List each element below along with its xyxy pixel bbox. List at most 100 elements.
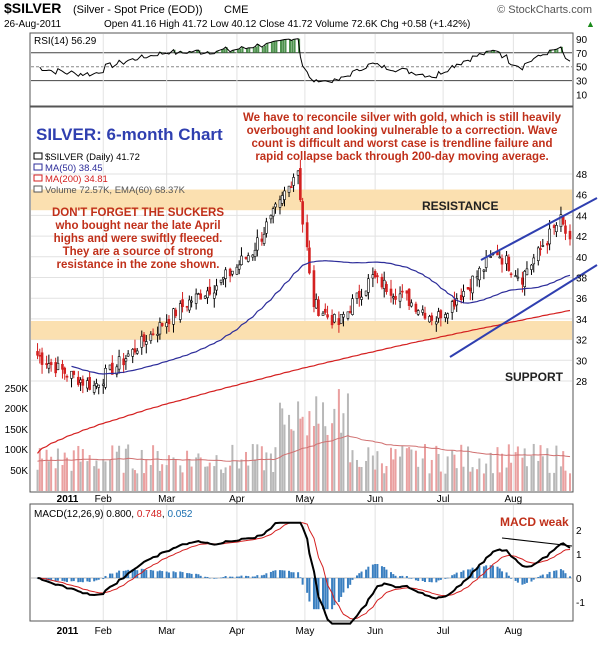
volume-bar bbox=[269, 453, 272, 491]
candle-body bbox=[222, 277, 225, 280]
candle-body bbox=[444, 314, 447, 318]
macd-histogram-bar bbox=[376, 564, 379, 578]
macd-histogram-bar bbox=[260, 575, 263, 578]
candle-body bbox=[172, 308, 175, 325]
candle-body bbox=[280, 195, 284, 204]
macd-histogram-bar bbox=[158, 570, 161, 578]
month-label: Feb bbox=[95, 494, 113, 505]
macd-histogram-bar bbox=[460, 571, 463, 578]
month-axis-bottom: 2011 Feb Mar Apr May Jun Jul Aug bbox=[57, 626, 523, 637]
candle-body bbox=[287, 185, 291, 193]
macd-histogram-bar bbox=[265, 573, 268, 578]
macd-histogram-bar bbox=[272, 570, 275, 578]
volume-bar bbox=[292, 430, 295, 491]
candle-body bbox=[478, 267, 481, 281]
macd-histogram-bar bbox=[417, 578, 420, 581]
volume-bar bbox=[539, 445, 542, 491]
candle-body bbox=[516, 276, 520, 279]
candle-body bbox=[351, 298, 354, 315]
candle-body bbox=[337, 318, 341, 326]
macd-histogram-bar bbox=[532, 578, 535, 580]
volume-bar bbox=[374, 469, 377, 491]
volume-bar bbox=[156, 451, 159, 491]
macd-histogram-bar bbox=[546, 574, 549, 578]
macd-histogram-bar bbox=[514, 578, 517, 581]
volume-bar bbox=[444, 473, 447, 491]
volume-bar bbox=[326, 434, 329, 491]
volume-bar bbox=[322, 402, 325, 491]
volume-bar bbox=[231, 444, 234, 491]
candle-body bbox=[81, 378, 85, 386]
macd-histogram-bar bbox=[229, 576, 232, 578]
macd-histogram-bar bbox=[523, 578, 526, 584]
volume-bar bbox=[97, 468, 100, 491]
candle-body bbox=[38, 354, 42, 357]
volume-bar bbox=[564, 470, 567, 491]
macd-histogram-bar bbox=[54, 578, 57, 582]
volume-bar bbox=[290, 429, 293, 491]
volume-bar bbox=[467, 446, 470, 491]
volume-bar bbox=[317, 423, 320, 491]
volume-bar bbox=[88, 455, 91, 491]
volume-bar bbox=[165, 465, 168, 491]
volume-bar bbox=[247, 465, 250, 491]
volume-bar bbox=[548, 472, 551, 491]
volume-bar bbox=[439, 471, 442, 491]
month-label: Aug bbox=[504, 494, 522, 505]
note-left-line: highs and were swiftly fleeced. bbox=[54, 233, 223, 245]
volume-bar bbox=[514, 452, 517, 491]
volume-bar bbox=[263, 470, 266, 491]
candle-body bbox=[346, 311, 350, 319]
volume-bar bbox=[195, 457, 198, 491]
volume-bar bbox=[47, 461, 50, 491]
month-label: Jul bbox=[437, 626, 450, 637]
macd-histogram-bar bbox=[408, 577, 411, 579]
candle-body bbox=[371, 274, 375, 279]
candle-body bbox=[391, 296, 395, 299]
volume-bar bbox=[301, 416, 304, 491]
candle-body bbox=[421, 309, 425, 313]
candle-body bbox=[212, 292, 216, 299]
candle-body bbox=[61, 364, 64, 370]
rsi-tick-label: 70 bbox=[576, 49, 588, 60]
candle-body bbox=[489, 256, 492, 258]
volume-bar bbox=[56, 448, 59, 491]
candle-body bbox=[135, 350, 139, 354]
volume-bar bbox=[385, 465, 388, 491]
candle-body bbox=[271, 208, 275, 217]
candle-body bbox=[514, 275, 517, 277]
candle-body bbox=[158, 322, 162, 335]
candle-body bbox=[65, 375, 69, 378]
volume-bar bbox=[507, 444, 510, 491]
macd-histogram-bar bbox=[315, 578, 318, 610]
volume-bar bbox=[324, 426, 327, 491]
macd-histogram-bar bbox=[569, 576, 571, 578]
volume-bar bbox=[235, 460, 238, 491]
price-tick-label: 44 bbox=[576, 211, 588, 222]
volume-bar bbox=[489, 452, 492, 491]
candle-body bbox=[321, 312, 325, 316]
macd-histogram-bar bbox=[555, 570, 558, 578]
volume-bar bbox=[523, 448, 526, 491]
candle-body bbox=[49, 362, 53, 366]
price-ticks: 48 46 44 42 40 38 36 34 32 30 28 bbox=[576, 170, 588, 388]
volume-bar bbox=[469, 471, 472, 491]
candle-body bbox=[382, 279, 386, 289]
macd-histogram-bar bbox=[145, 570, 148, 578]
rsi-line bbox=[39, 38, 571, 84]
volume-bar bbox=[417, 466, 420, 491]
price-tick-label: 46 bbox=[576, 191, 588, 202]
candle-body bbox=[523, 271, 526, 287]
candle-body bbox=[142, 334, 146, 342]
macd-histogram-bar bbox=[77, 578, 80, 583]
macd-histogram-bar bbox=[462, 570, 465, 578]
candle-body bbox=[568, 230, 572, 240]
macd-histogram-bar bbox=[161, 571, 164, 578]
volume-bar bbox=[179, 465, 182, 491]
volume-bar bbox=[423, 444, 426, 491]
macd-histogram-bar bbox=[251, 576, 254, 578]
volume-bar bbox=[371, 455, 374, 491]
volume-bar bbox=[149, 465, 152, 491]
note-left-line: DON'T FORGET THE SUCKERS bbox=[52, 207, 224, 219]
macd-histogram-bar bbox=[56, 578, 59, 581]
